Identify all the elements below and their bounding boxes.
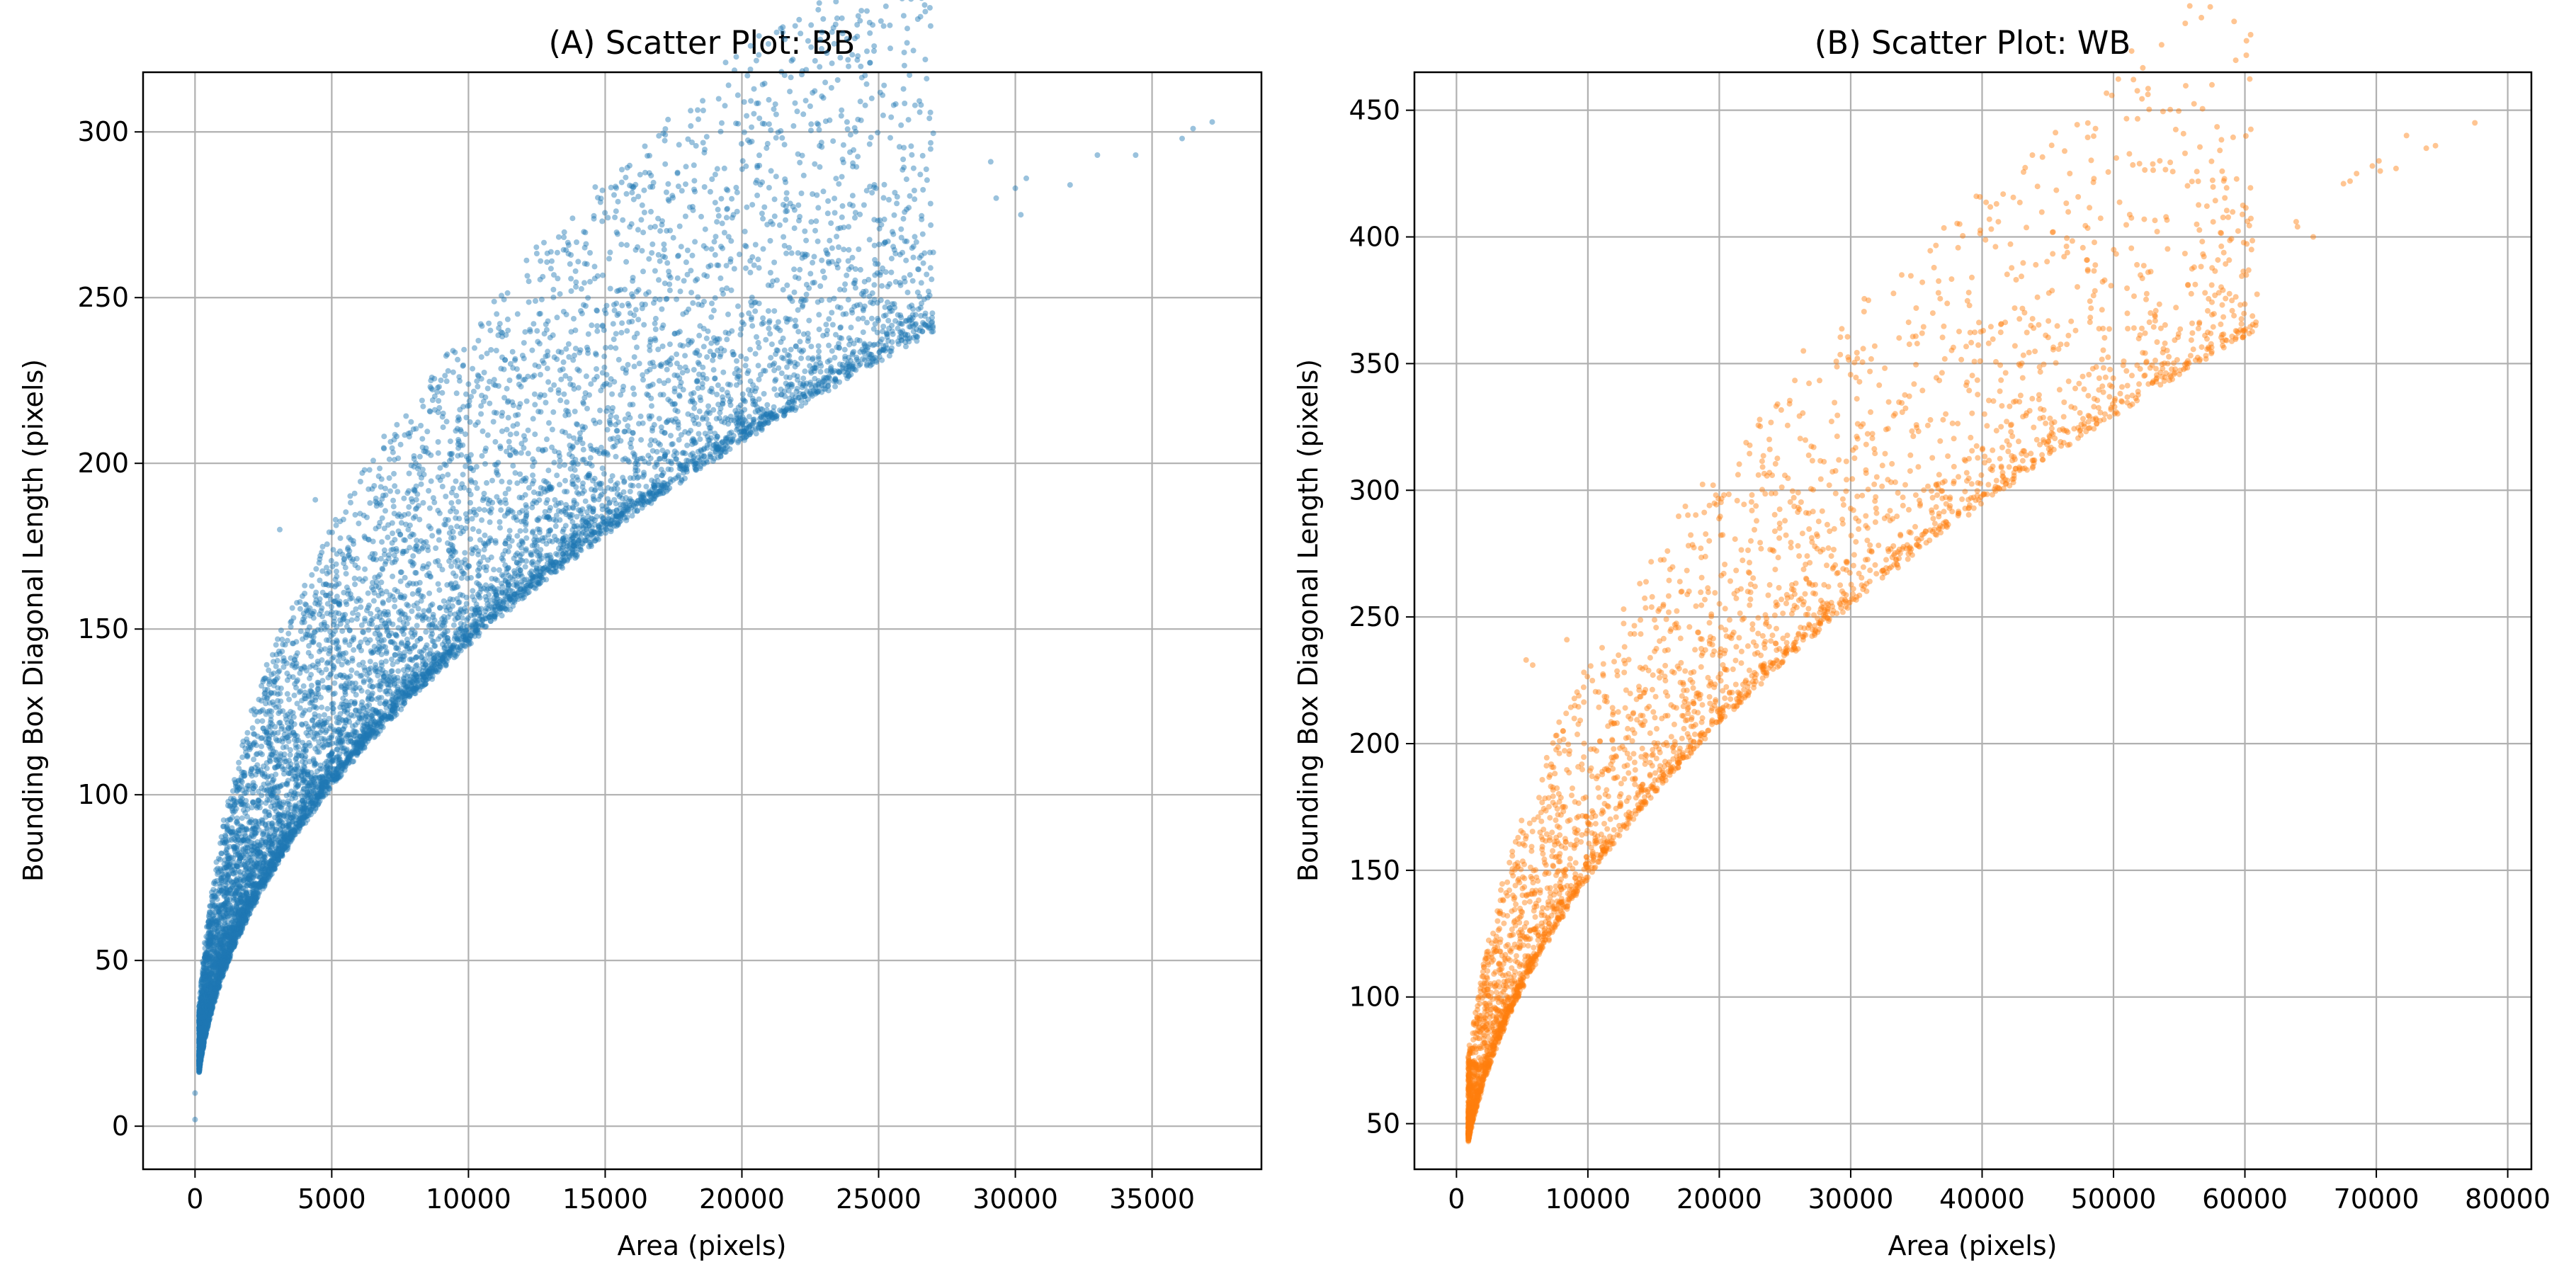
x-axis-label: Area (pixels) [1888, 1230, 2058, 1261]
x-tick-label: 0 [186, 1183, 203, 1215]
x-tick-label: 15000 [562, 1183, 648, 1215]
y-tick-label: 100 [77, 779, 129, 810]
x-tick-label: 50000 [2071, 1183, 2157, 1215]
x-tick-label: 25000 [836, 1183, 921, 1215]
y-axis-label: Bounding Box Diagonal Length (pixels) [18, 359, 49, 882]
x-axis-label: Area (pixels) [618, 1230, 787, 1261]
gridlines [1414, 72, 2531, 1169]
x-tick-label: 20000 [699, 1183, 785, 1215]
panel-title: (B) Scatter Plot: WB [1815, 24, 2131, 62]
gridlines [143, 72, 1261, 1169]
y-tick-label: 150 [1349, 855, 1400, 886]
y-tick-label: 50 [95, 945, 129, 976]
y-tick-label: 0 [112, 1110, 129, 1142]
x-tick-label: 20000 [1676, 1183, 1762, 1215]
y-tick-label: 200 [1349, 728, 1400, 759]
x-tick-label: 40000 [1939, 1183, 2025, 1215]
y-tick-label: 150 [77, 613, 129, 644]
panel-title: (A) Scatter Plot: BB [549, 24, 856, 62]
y-tick-label: 300 [1349, 475, 1400, 506]
y-axis-label: Bounding Box Diagonal Length (pixels) [1293, 359, 1324, 882]
y-tick-label: 400 [1349, 222, 1400, 253]
x-tick-label: 30000 [972, 1183, 1058, 1215]
y-tick-label: 350 [1349, 348, 1400, 379]
axes-frame [1413, 71, 2533, 1171]
scatter-points [192, 0, 1215, 1123]
x-axis-ticks: 0 5000 10000 15000 20000 25000 30000 35000 [186, 1169, 1195, 1215]
y-tick-label: 250 [77, 282, 129, 313]
x-tick-label: 10000 [426, 1183, 511, 1215]
x-tick-label: 70000 [2334, 1183, 2419, 1215]
x-tick-label: 35000 [1109, 1183, 1195, 1215]
x-tick-label: 0 [1448, 1183, 1465, 1215]
y-tick-label: 300 [77, 116, 129, 147]
y-axis-ticks: 0 50 100 150 200 250 300 [77, 116, 143, 1142]
x-tick-label: 30000 [1808, 1183, 1894, 1215]
scatter-points [1465, 3, 2478, 1144]
scatter-panel-wb: (B) Scatter Plot: WB 0 10000 20000 30000 400… [1293, 3, 2551, 1261]
y-tick-label: 100 [1349, 982, 1400, 1013]
y-tick-label: 250 [1349, 601, 1400, 632]
scatter-panel-bb: (A) Scatter Plot: BB 0 5000 10000 15000 2000… [18, 0, 1263, 1261]
y-tick-label: 450 [1349, 95, 1400, 126]
y-tick-label: 50 [1366, 1108, 1400, 1140]
x-tick-label: 80000 [2465, 1183, 2551, 1215]
y-tick-label: 200 [77, 448, 129, 479]
axes-frame [142, 71, 1263, 1171]
y-axis-ticks: 50 100 150 200 250 300 350 400 450 [1349, 95, 1414, 1140]
x-tick-label: 10000 [1545, 1183, 1630, 1215]
x-axis-ticks: 0 10000 20000 30000 40000 50000 60000 70000 8000… [1448, 1169, 2551, 1215]
x-tick-label: 60000 [2202, 1183, 2288, 1215]
x-tick-label: 5000 [297, 1183, 366, 1215]
